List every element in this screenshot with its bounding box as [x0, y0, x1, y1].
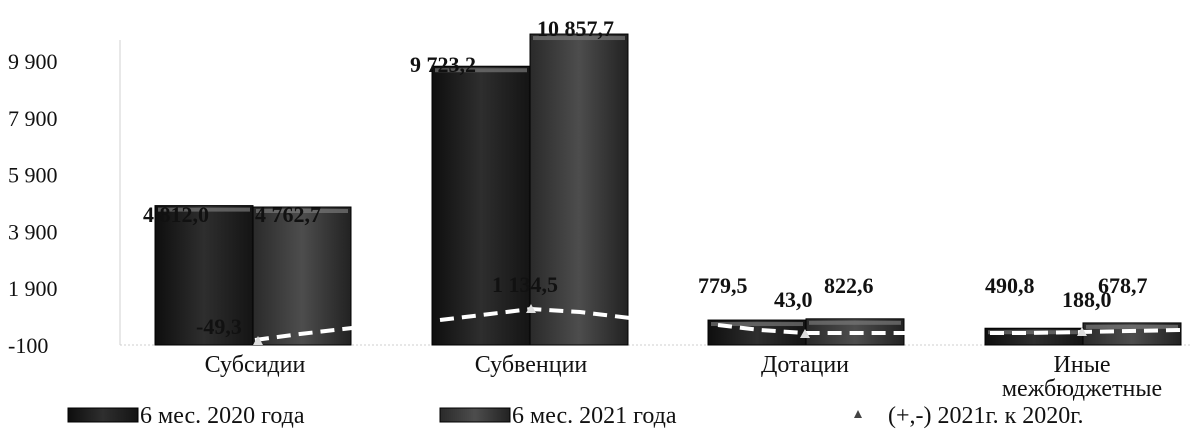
legend-marker-diff [854, 410, 862, 418]
value-label-2020: 779,5 [698, 273, 748, 298]
bar-2021-edge [256, 209, 348, 214]
category-label: Иные межбюджетные [1002, 352, 1162, 402]
category-label: Субвенции [475, 352, 588, 378]
legend-label: 6 мес. 2020 года [140, 403, 305, 429]
bar-2020-edge [158, 207, 250, 212]
value-label-diff: 43,0 [774, 287, 813, 312]
bar-2020-edge [435, 68, 527, 73]
diff-marker [526, 304, 536, 313]
legend-label: 6 мес. 2021 года [512, 403, 677, 429]
value-label-diff: 188,0 [1062, 287, 1112, 312]
bar-2021-edge [1086, 324, 1178, 329]
value-label-2021: 4 762,7 [255, 202, 321, 227]
category-label: Дотации [761, 352, 849, 378]
legend: 6 мес. 2020 года 6 мес. 2021 года (+,-) 20… [67, 403, 1083, 429]
diff-line-segment [717, 323, 905, 335]
y-tick-label: 5 900 [8, 163, 58, 188]
value-label-2020: 490,8 [985, 273, 1035, 298]
y-tick-label: 9 900 [8, 49, 58, 74]
y-axis: -100 1 900 3 900 5 900 7 900 9 900 [8, 40, 1190, 358]
value-label-2021: 678,7 [1098, 273, 1148, 298]
y-tick-label: 7 900 [8, 106, 58, 131]
bar-2021-edge [533, 36, 625, 41]
legend-label: (+,-) 2021г. к 2020г. [888, 403, 1083, 429]
diff-marker [253, 336, 263, 345]
y-tick-label: -100 [8, 333, 48, 358]
value-labels: 4 812,0 9 723,2 779,5 490,8 4 762,7 10 857,7 8… [143, 16, 1148, 339]
bar-2021 [252, 206, 352, 346]
value-label-diff: 1 134,5 [492, 272, 558, 297]
value-label-2020: 4 812,0 [143, 202, 209, 227]
bars [154, 33, 1182, 346]
bar-2021-edge [809, 320, 901, 325]
diff-line-series [253, 304, 1181, 345]
category-labels: Субсидии Субвенции Дотации Иные межбюджетные [205, 352, 1162, 402]
diff-line-segment [254, 326, 353, 342]
value-label-2021: 822,6 [824, 273, 874, 298]
value-label-diff: -49,3 [196, 314, 242, 339]
value-label-2020: 9 723,2 [410, 52, 476, 77]
diff-marker [1077, 327, 1087, 336]
bar-2020 [431, 65, 531, 346]
bar-2021 [529, 33, 629, 346]
y-tick-label: 3 900 [8, 219, 58, 244]
y-tick-label: 1 900 [8, 276, 58, 301]
value-label-2021: 10 857,7 [537, 16, 614, 41]
diff-marker [800, 329, 810, 338]
bar-2020-edge [711, 322, 803, 327]
legend-swatch [439, 407, 511, 423]
bar-2020 [154, 205, 254, 346]
legend-swatch [67, 407, 139, 423]
category-label: Субсидии [205, 352, 306, 378]
